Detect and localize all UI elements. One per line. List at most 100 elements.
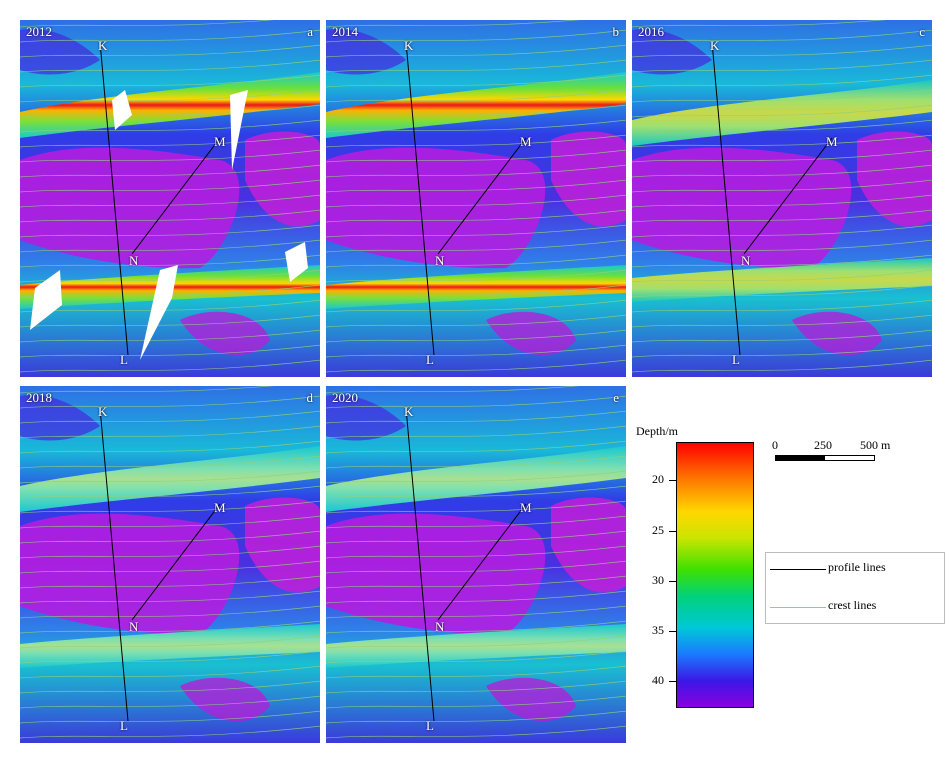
crest-line	[326, 20, 581, 28]
colorbar-tick: 35	[652, 623, 664, 637]
crest-line	[20, 440, 320, 454]
point-label-m: M	[520, 134, 532, 149]
crest-line	[326, 680, 626, 694]
profile-line-mn	[437, 503, 527, 621]
crest-line	[632, 314, 932, 328]
bathymetry-map	[326, 386, 626, 743]
profile-line-mn	[131, 503, 221, 621]
crest-line	[20, 239, 320, 253]
point-label-n: N	[435, 619, 445, 634]
scale-label-0: 0	[772, 438, 778, 452]
crest-line	[20, 395, 320, 409]
crest-line	[632, 29, 932, 43]
point-label-n: N	[129, 253, 139, 268]
scale-label-250: 250	[814, 438, 832, 452]
profile-line-mn	[437, 137, 527, 255]
crest-line	[632, 194, 932, 208]
data-gap	[140, 265, 178, 360]
crest-line	[20, 254, 320, 268]
crest-line	[326, 575, 626, 589]
profile-line-mn	[131, 137, 221, 255]
profile-lines-label: profile lines	[828, 560, 886, 574]
crest-line	[632, 74, 932, 88]
crest-lines-swatch	[770, 607, 826, 608]
crest-line	[632, 269, 932, 283]
crest-line	[20, 314, 320, 328]
data-gap	[285, 242, 308, 282]
scale-label-500: 500 m	[860, 438, 891, 452]
crest-line	[326, 119, 626, 133]
panel-letter-label: e	[613, 390, 619, 405]
crest-line	[326, 635, 626, 649]
crest-line	[326, 29, 626, 43]
crest-line	[632, 239, 932, 253]
point-label-k: K	[710, 38, 720, 53]
crest-line	[326, 344, 626, 358]
colorbar-title: Depth/m	[636, 424, 678, 438]
crest-line	[20, 695, 320, 709]
crest-line	[326, 164, 626, 178]
panel-year-label: 2020	[332, 390, 358, 405]
line-legend: profile lines crest lines	[765, 552, 945, 624]
crest-line	[326, 74, 626, 88]
point-label-k: K	[404, 404, 414, 419]
crest-line	[20, 500, 320, 514]
map-panel-2018: 2018 d K L M N	[20, 386, 320, 743]
crest-line	[632, 89, 932, 103]
point-label-n: N	[129, 619, 139, 634]
crest-line	[326, 299, 626, 313]
map-panel-2014: 2014 b K L M N	[326, 20, 626, 377]
colorbar-tick: 25	[652, 523, 664, 537]
point-label-l: L	[426, 718, 434, 733]
bathymetry-map	[20, 20, 320, 377]
crest-line	[20, 359, 320, 373]
crest-line	[632, 179, 932, 193]
crest-line	[326, 695, 626, 709]
crest-line	[326, 410, 626, 424]
crest-line	[632, 119, 932, 133]
crest-line	[20, 590, 320, 604]
colorbar-tickmark	[669, 581, 676, 582]
crest-line	[326, 89, 626, 103]
crest-line	[326, 560, 626, 574]
colorbar-tickmark	[669, 631, 676, 632]
crest-line	[20, 269, 320, 283]
profile-line-kl	[405, 41, 435, 356]
profile-lines-swatch	[770, 569, 826, 570]
crest-line	[20, 194, 320, 208]
crest-line	[326, 395, 626, 409]
panel-letter-label: d	[306, 390, 314, 405]
crest-line	[326, 650, 626, 664]
crest-line	[632, 104, 932, 118]
crest-line	[326, 104, 626, 118]
crest-line	[20, 425, 320, 439]
crest-line	[20, 164, 320, 178]
crest-line	[20, 545, 320, 559]
crest-line	[20, 560, 320, 574]
crest-line	[20, 344, 320, 358]
crest-line	[326, 590, 626, 604]
colorbar-tick: 30	[652, 573, 664, 587]
crest-line	[20, 410, 320, 424]
panel-letter-label: c	[919, 24, 925, 39]
colorbar-tick: 40	[652, 673, 664, 687]
crest-line	[20, 59, 320, 73]
crest-line	[20, 20, 275, 28]
crest-line	[20, 605, 320, 619]
crest-line	[632, 164, 932, 178]
crest-line	[632, 284, 932, 298]
crest-line	[326, 359, 626, 373]
crest-line	[20, 470, 320, 484]
crest-line	[632, 224, 932, 238]
crest-line	[326, 59, 626, 73]
crest-line	[326, 134, 626, 148]
data-gap	[230, 90, 248, 170]
crest-line	[326, 314, 626, 328]
crest-line	[20, 650, 320, 664]
map-panel-2020: 2020 e K L M N	[326, 386, 626, 743]
crest-line	[326, 530, 626, 544]
crest-line	[20, 74, 320, 88]
crest-line	[20, 89, 320, 103]
point-label-l: L	[426, 352, 434, 367]
data-gap	[112, 90, 132, 130]
